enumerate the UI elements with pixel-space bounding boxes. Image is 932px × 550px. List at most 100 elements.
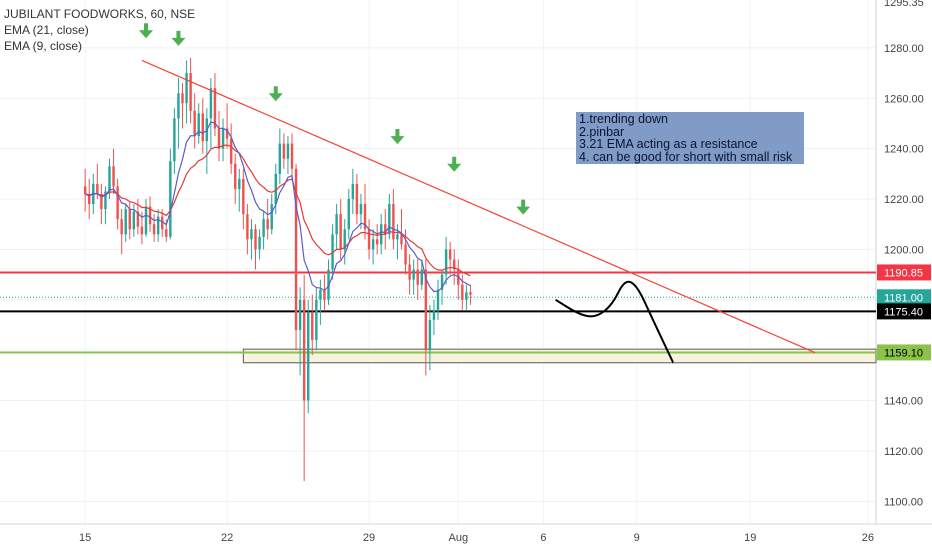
- candle-body: [144, 206, 148, 235]
- ema21-line: [85, 144, 471, 277]
- candle-body: [396, 234, 399, 240]
- candle-body: [254, 229, 257, 250]
- note-line-4: 4. can be good for short with small risk: [579, 149, 793, 164]
- candle-body: [416, 269, 419, 285]
- candle-body: [388, 204, 391, 235]
- chart-legend: JUBILANT FOODWORKS, 60, NSE EMA (21, clo…: [4, 6, 195, 54]
- annotation-note: 1.trending down 2.pinbar 3.21 EMA acting…: [576, 112, 804, 164]
- candle-body: [258, 236, 261, 250]
- candle-body: [140, 226, 144, 235]
- ema9-line: [84, 121, 471, 293]
- y-tick-label: 1200.00: [884, 244, 924, 256]
- candle-body: [384, 224, 387, 235]
- candle-body: [152, 224, 156, 235]
- candle-body: [307, 312, 310, 401]
- candle-body: [351, 183, 355, 200]
- candle-body: [88, 193, 91, 205]
- x-tick-label: 29: [363, 532, 375, 544]
- candle-body: [238, 178, 241, 189]
- candle-body: [217, 128, 221, 149]
- candle-body: [209, 88, 213, 119]
- down-arrow-icon: [268, 86, 283, 102]
- candle-body: [432, 309, 436, 320]
- candle-body: [420, 269, 423, 285]
- candle-body: [436, 289, 440, 310]
- trendline: [141, 59, 816, 354]
- candle-body: [347, 199, 350, 230]
- candle-body: [124, 209, 127, 235]
- note-line-3: 3.21 EMA acting as a resistance: [579, 137, 758, 151]
- candle-body: [213, 88, 217, 129]
- candle-body: [136, 211, 140, 227]
- candle-body: [453, 259, 456, 270]
- candle-body: [197, 113, 200, 137]
- candle-body: [428, 319, 432, 351]
- candle-body: [104, 191, 107, 210]
- x-tick-label: 22: [221, 532, 233, 544]
- candle-body: [169, 161, 172, 237]
- note-line-1: 1.trending down: [579, 112, 668, 126]
- down-arrow-icon: [139, 23, 153, 39]
- candle-body: [270, 204, 273, 230]
- note-line-2: 2.pinbar: [579, 124, 625, 139]
- y-tick-label: 1240.00: [884, 144, 924, 156]
- candle-body: [461, 284, 464, 300]
- y-tick-label: 1260.00: [884, 93, 924, 105]
- x-tick-label: 9: [634, 532, 640, 544]
- candle-body: [363, 204, 367, 230]
- candle-body: [331, 234, 334, 270]
- y-tick-label: 1100.00: [884, 496, 923, 508]
- candle-body: [156, 216, 160, 235]
- candle-body: [412, 269, 415, 280]
- price-label-current: [877, 289, 931, 306]
- y-tick-label-top: 1295.35: [884, 0, 924, 9]
- candle-body: [148, 206, 152, 225]
- x-tick-label: 26: [862, 532, 874, 544]
- candle-body: [298, 299, 302, 331]
- candle-body: [339, 214, 342, 250]
- candle-body: [100, 193, 103, 210]
- candle-body: [161, 216, 164, 230]
- candle-body: [266, 219, 269, 230]
- candle-body: [444, 249, 448, 275]
- y-tick-label: 1120.00: [884, 446, 923, 458]
- down-arrow-icon: [390, 129, 405, 145]
- x-tick-label: 6: [540, 532, 546, 544]
- candle-body: [165, 229, 168, 237]
- candle-body: [286, 143, 290, 159]
- candle-body: [311, 312, 314, 341]
- candle-body: [112, 166, 115, 187]
- candle-body: [242, 178, 245, 215]
- candle-body: [367, 229, 371, 250]
- candle-body: [294, 168, 298, 331]
- price-label-resistance: [877, 264, 931, 281]
- candle-body: [355, 183, 359, 215]
- candle-body: [343, 229, 346, 250]
- candle-body: [408, 264, 411, 280]
- candle-body: [424, 269, 428, 351]
- down-arrow-icon: [447, 156, 462, 172]
- candle-body: [319, 289, 322, 300]
- price-label-zone: [877, 344, 931, 361]
- candle-body: [132, 211, 136, 230]
- candle-body: [181, 93, 184, 104]
- candle-body: [440, 274, 444, 290]
- candle-body: [221, 128, 225, 149]
- candle-body: [96, 183, 99, 194]
- candle-body: [290, 143, 294, 169]
- candle-body: [173, 118, 176, 162]
- candle-body: [323, 289, 326, 300]
- down-arrow-icon: [171, 30, 186, 46]
- candle-body: [371, 239, 375, 250]
- candle-body: [274, 173, 277, 205]
- candle-body: [189, 73, 192, 111]
- candle-body: [234, 163, 237, 189]
- candle-body: [278, 143, 282, 174]
- candle-body: [448, 249, 452, 260]
- down-arrow-icon: [516, 199, 531, 215]
- candle-body: [108, 166, 111, 192]
- candle-body: [225, 128, 229, 139]
- x-tick-label: 19: [744, 532, 756, 544]
